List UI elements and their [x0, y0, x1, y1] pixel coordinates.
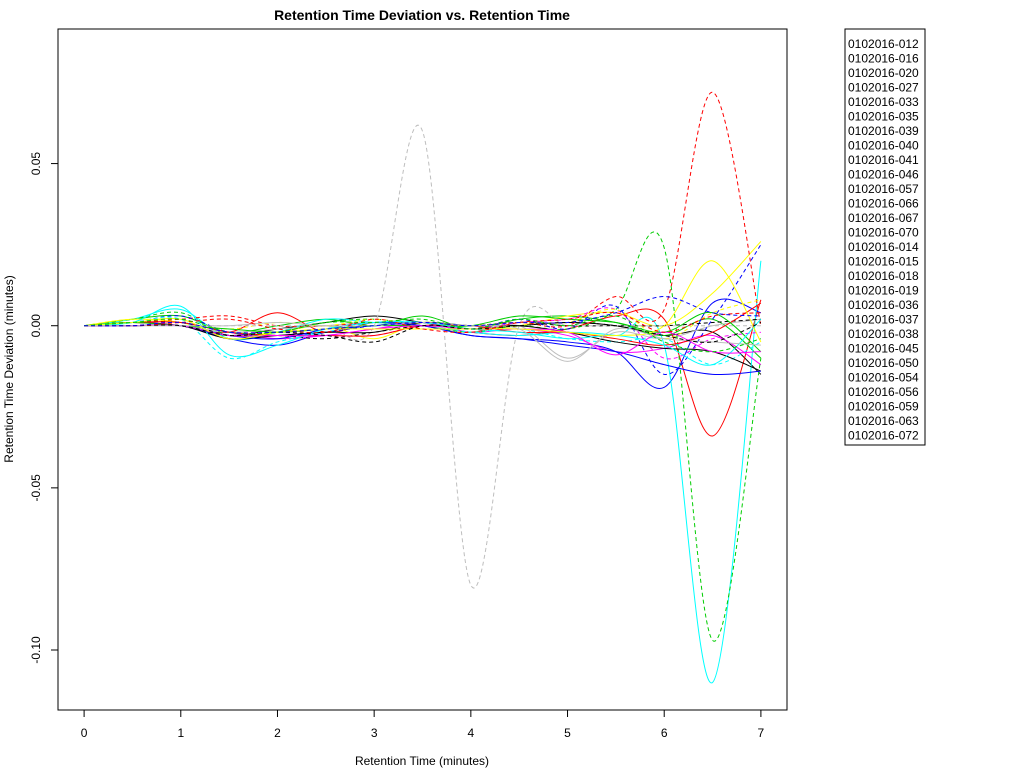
legend-entry: 0102016-012 — [848, 37, 919, 51]
legend-entry: 0102016-046 — [848, 168, 919, 182]
series-line-0102016-035 — [84, 321, 762, 366]
series-line-0102016-041 — [84, 318, 761, 340]
x-axis: 0 1 2 3 4 5 6 7 — [81, 709, 765, 740]
legend-entry: 0102016-045 — [848, 342, 919, 356]
legend-entry: 0102016-067 — [848, 211, 919, 225]
legend-entry: 0102016-066 — [848, 197, 919, 211]
x-tick-label: 5 — [564, 726, 571, 740]
legend-entry: 0102016-056 — [848, 385, 919, 399]
series-line-0102016-067 — [84, 316, 762, 366]
y-tick-label: -0.10 — [29, 636, 43, 664]
series-line-0102016-040 — [84, 318, 761, 359]
legend-entry: 0102016-014 — [848, 240, 919, 254]
legend-entry: 0102016-036 — [848, 298, 919, 312]
legend-entry: 0102016-072 — [848, 429, 919, 443]
series-line-0102016-033 — [84, 260, 762, 683]
legend-entry: 0102016-035 — [848, 110, 919, 124]
legend-entry: 0102016-050 — [848, 356, 919, 370]
x-tick-label: 7 — [758, 726, 765, 740]
series-line-0102016-050 — [84, 260, 762, 343]
x-tick-label: 0 — [81, 726, 88, 740]
series-line-0102016-039 — [84, 241, 762, 340]
x-tick-label: 1 — [177, 726, 184, 740]
legend-entry: 0102016-070 — [848, 226, 919, 240]
legend-entry: 0102016-027 — [848, 81, 919, 95]
legend-entry: 0102016-019 — [848, 284, 919, 298]
legend-entry: 0102016-059 — [848, 400, 919, 414]
legend-entry: 0102016-054 — [848, 371, 919, 385]
series-line-0102016-036 — [84, 312, 762, 353]
legend-entry: 0102016-016 — [848, 52, 919, 66]
series-line-0102016-066 — [84, 244, 762, 375]
y-tick-label: -0.05 — [29, 474, 43, 502]
series-line-0102016-056 — [84, 321, 762, 343]
series-line-0102016-046 — [84, 91, 762, 328]
x-tick-label: 3 — [371, 726, 378, 740]
chart-title: Retention Time Deviation vs. Retention T… — [274, 7, 570, 23]
legend-entry: 0102016-037 — [848, 313, 919, 327]
legend-entry: 0102016-038 — [848, 327, 919, 341]
legend-entry: 0102016-039 — [848, 124, 919, 138]
x-tick-label: 2 — [274, 726, 281, 740]
plot-area — [84, 91, 762, 683]
legend-entry: 0102016-063 — [848, 414, 919, 428]
series-line-0102016-072 — [84, 296, 761, 334]
y-tick-label: 0.05 — [29, 152, 43, 176]
series-line-0102016-057 — [84, 231, 762, 642]
legend-entry: 0102016-020 — [848, 66, 919, 80]
series-line-0102016-054 — [84, 321, 761, 362]
y-tick-label: 0.00 — [29, 314, 43, 338]
legend-entry: 0102016-041 — [848, 153, 919, 167]
legend-entry: 0102016-033 — [848, 95, 919, 109]
legend-entry: 0102016-015 — [848, 255, 919, 269]
legend-entry: 0102016-040 — [848, 139, 919, 153]
y-axis-label: Retention Time Deviation (minutes) — [2, 275, 16, 462]
legend-entry: 0102016-018 — [848, 269, 919, 283]
x-axis-label: Retention Time (minutes) — [355, 754, 489, 768]
series-line-0102016-063 — [84, 315, 762, 353]
legend-box — [844, 28, 926, 446]
x-tick-label: 4 — [467, 726, 474, 740]
legend-entry: 0102016-057 — [848, 182, 919, 196]
series-line-0102016-059 — [84, 311, 761, 334]
x-tick-label: 6 — [661, 726, 668, 740]
legend: 0102016-0120102016-0160102016-0200102016… — [844, 28, 926, 446]
y-axis: -0.10 -0.05 0.00 0.05 — [29, 152, 59, 664]
series-line-0102016-015 — [84, 125, 761, 589]
